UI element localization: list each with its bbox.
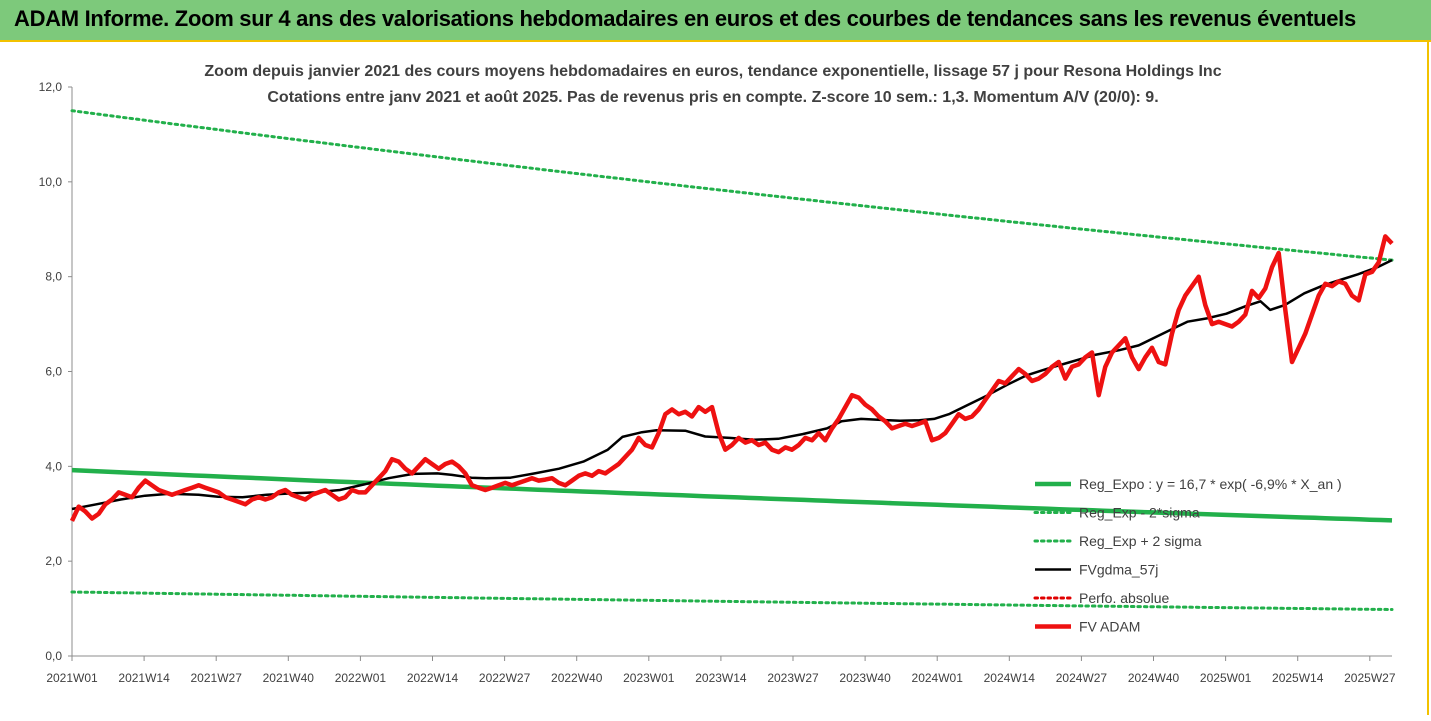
legend-label: Reg_Exp + 2 sigma <box>1079 533 1202 549</box>
x-tick-label: 2024W01 <box>912 671 964 685</box>
y-tick-label: 4,0 <box>45 459 62 473</box>
series-line-3 <box>71 258 1393 511</box>
right-border <box>1427 40 1429 715</box>
legend-label: Reg_Exp - 2*sigma <box>1079 505 1200 521</box>
y-tick-label: 2,0 <box>45 554 62 568</box>
series-line-1 <box>70 590 1394 611</box>
y-tick-label: 0,0 <box>45 649 62 663</box>
x-tick-label: 2025W27 <box>1344 671 1396 685</box>
report-banner: ADAM Informe. Zoom sur 4 ans des valoris… <box>0 0 1431 41</box>
x-tick-label: 2021W40 <box>263 671 315 685</box>
x-tick-label: 2022W01 <box>335 671 387 685</box>
legend-label: FVgdma_57j <box>1079 562 1158 578</box>
x-tick-label: 2021W01 <box>46 671 98 685</box>
banner-divider <box>0 40 1431 42</box>
x-tick-label: 2023W01 <box>623 671 675 685</box>
y-tick-label: 6,0 <box>45 365 62 379</box>
series-group <box>69 109 1394 611</box>
chart-title: Zoom depuis janvier 2021 des cours moyen… <box>204 63 1221 80</box>
x-tick-label: 2023W40 <box>839 671 891 685</box>
x-tick-label: 2024W40 <box>1128 671 1180 685</box>
x-tick-label: 2025W14 <box>1272 671 1324 685</box>
x-tick-label: 2022W14 <box>407 671 459 685</box>
x-tick-label: 2022W27 <box>479 671 531 685</box>
x-tick-label: 2023W14 <box>695 671 747 685</box>
x-tick-label: 2023W27 <box>767 671 819 685</box>
legend-label: Perfo. absolue <box>1079 590 1169 606</box>
y-tick-label: 10,0 <box>39 175 63 189</box>
legend-label: FV ADAM <box>1079 619 1140 635</box>
x-tick-label: 2024W14 <box>984 671 1036 685</box>
x-tick-label: 2025W01 <box>1200 671 1252 685</box>
report-title: ADAM Informe. Zoom sur 4 ans des valoris… <box>14 6 1356 31</box>
x-tick-label: 2021W14 <box>118 671 170 685</box>
y-tick-label: 12,0 <box>39 80 63 94</box>
series-line-2 <box>70 109 1394 262</box>
series-line-0 <box>71 467 1393 523</box>
chart-area: Zoom depuis janvier 2021 des cours moyen… <box>39 63 1396 685</box>
chart-subtitle: Cotations entre janv 2021 et août 2025. … <box>267 89 1158 106</box>
legend: Reg_Expo : y = 16,7 * exp( -6,9% * X_an … <box>1033 476 1342 635</box>
legend-label: Reg_Expo : y = 16,7 * exp( -6,9% * X_an … <box>1079 476 1342 492</box>
y-tick-label: 8,0 <box>45 270 62 284</box>
series-line-5 <box>69 234 1394 522</box>
x-tick-label: 2021W27 <box>191 671 243 685</box>
axes: 0,0 2,0 4,0 6,0 8,0 10,0 12,0 2021W01 2021W14 202… <box>39 80 1396 685</box>
x-tick-label: 2022W40 <box>551 671 603 685</box>
x-tick-label: 2024W27 <box>1056 671 1108 685</box>
